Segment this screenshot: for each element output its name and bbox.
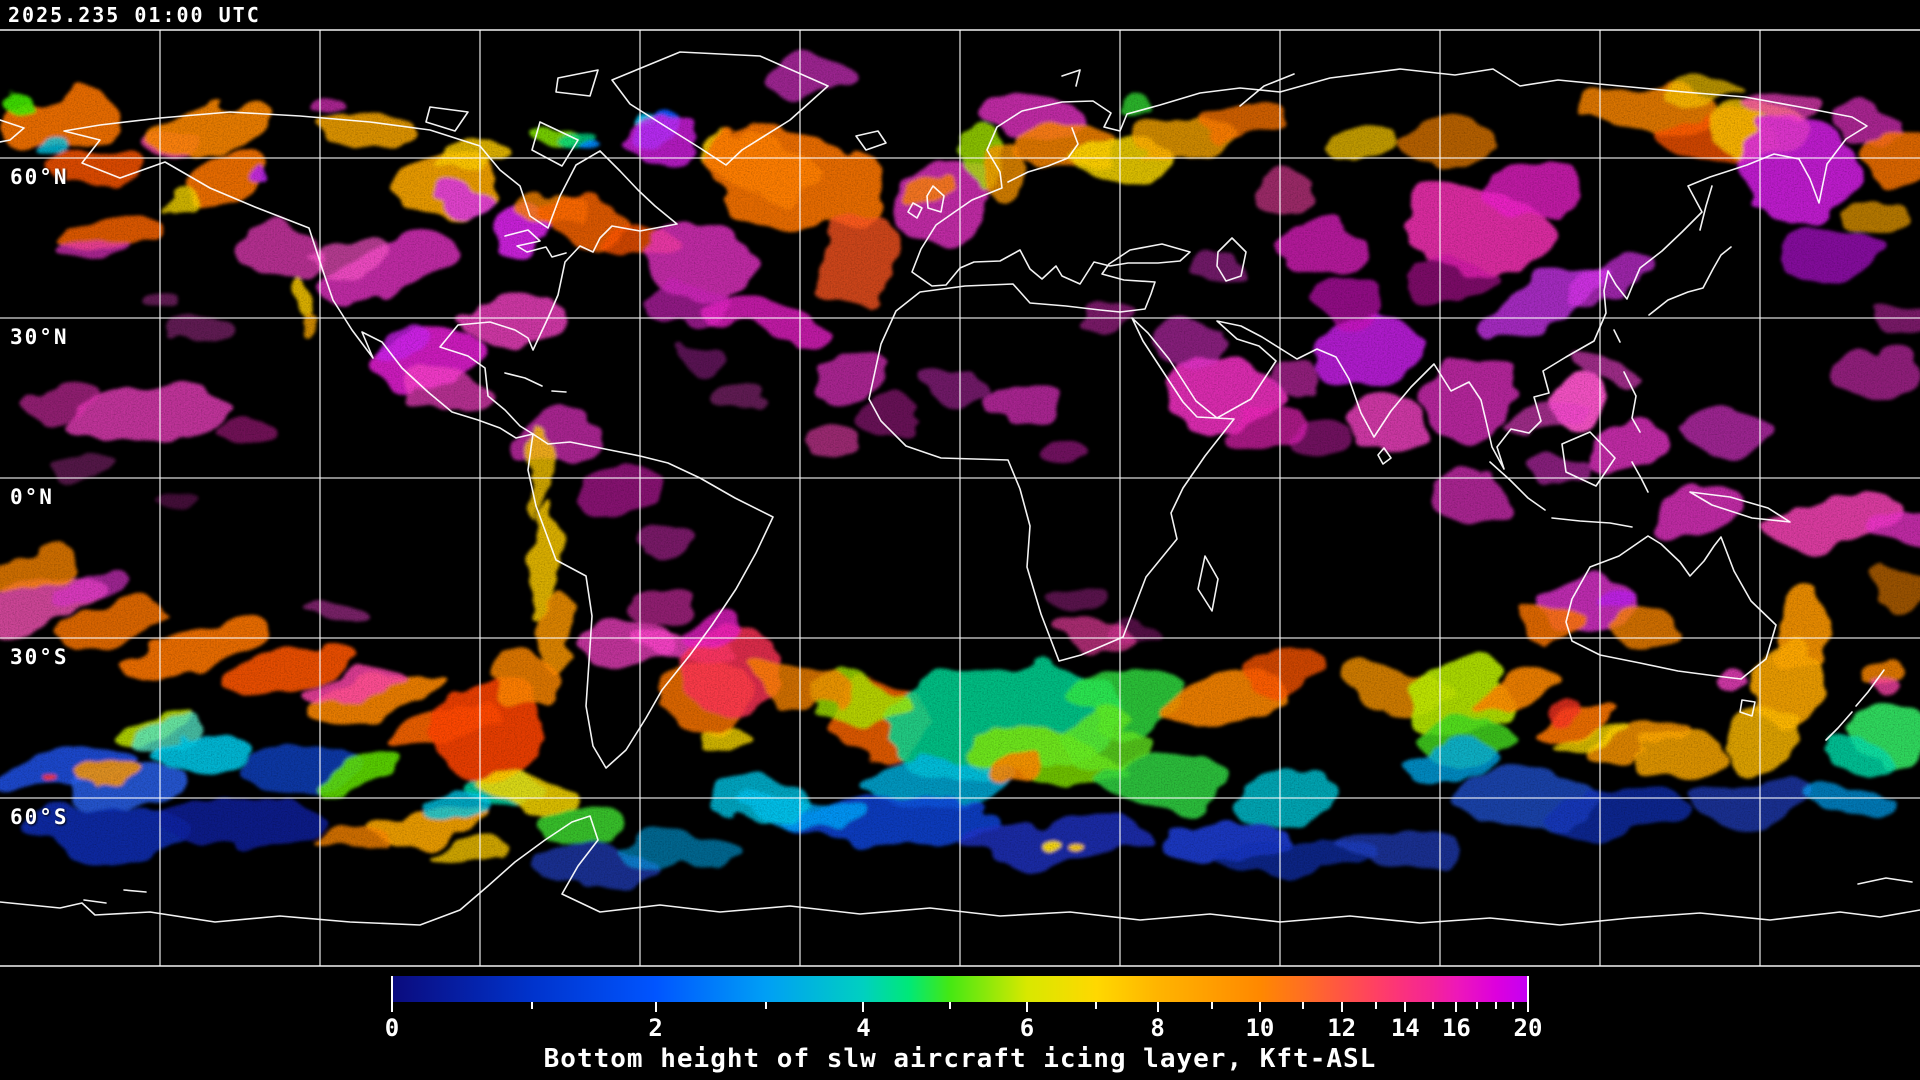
coastline-north-america xyxy=(63,111,678,439)
colorbar-tick-label: 6 xyxy=(1019,1014,1035,1042)
coastline-new-zealand-north xyxy=(1855,669,1885,707)
coastline-hispaniola xyxy=(551,390,567,393)
coastline-antarctic-islands-b xyxy=(123,889,147,893)
coastline-layer xyxy=(0,51,1920,926)
coastline-sumatra xyxy=(1489,461,1546,511)
latitude-label: 0°N xyxy=(10,485,54,509)
coastline-sakhalin xyxy=(1699,185,1713,231)
colorbar-caption: Bottom height of slw aircraft icing laye… xyxy=(543,1044,1377,1074)
colorbar-tick-label: 16 xyxy=(1441,1014,1471,1042)
colorbar-tick-label: 8 xyxy=(1150,1014,1165,1042)
timestamp-label: 2025.235 01:00 UTC xyxy=(8,3,261,27)
colorbar-tick xyxy=(1404,1002,1407,1012)
coastline-sri-lanka xyxy=(1377,447,1392,465)
colorbar-tick xyxy=(1156,1002,1159,1012)
colorbar-tick xyxy=(1512,1002,1515,1009)
colorbar-tick xyxy=(1258,1002,1261,1012)
coastline-borneo xyxy=(1561,431,1616,487)
coastline-south-america xyxy=(527,433,774,769)
coastline-iceland xyxy=(855,130,887,151)
colorbar-tick xyxy=(530,1002,533,1009)
colorbar-tick-label: 10 xyxy=(1245,1014,1275,1042)
coastline-britain xyxy=(926,185,945,213)
coastline-australia xyxy=(1565,535,1777,680)
coastline-cuba xyxy=(504,372,543,387)
graticule-layer xyxy=(0,29,1920,967)
coastline-tasmania xyxy=(1739,699,1756,717)
coastline-baffin-island xyxy=(531,121,579,167)
colorbar-tick xyxy=(1527,976,1529,1012)
colorbar-tick xyxy=(1495,1002,1498,1009)
colorbar-tick-label: 4 xyxy=(856,1014,871,1042)
colorbar-tick xyxy=(1211,1002,1214,1009)
coastline-antarctic-islands-a xyxy=(83,899,107,904)
coastline-sulawesi xyxy=(1631,461,1649,493)
colorbar-tick xyxy=(1302,1002,1305,1009)
coastline-caspian-sea xyxy=(1216,237,1247,282)
colorbar-tick xyxy=(1026,1002,1029,1012)
coastline-great-lakes xyxy=(504,229,567,258)
coastline-madagascar xyxy=(1197,555,1219,612)
latitude-label: 60°N xyxy=(10,165,69,189)
coastline-scotia-arc xyxy=(1857,877,1913,885)
colorbar-tick xyxy=(1374,1002,1377,1009)
coastline-eurasia-africa xyxy=(868,68,1868,662)
coastline-novaya-zemlya xyxy=(1239,73,1295,107)
coastline-svalbard xyxy=(1061,69,1081,87)
coastline-ellesmere-island xyxy=(555,69,599,97)
coastline-new-guinea xyxy=(1689,491,1791,523)
colorbar-tick xyxy=(1095,1002,1098,1009)
colorbar-tick xyxy=(1455,1002,1458,1012)
colorbar-tick xyxy=(862,1002,865,1012)
coastline-new-zealand-south xyxy=(1825,711,1853,741)
colorbar-tick-label: 2 xyxy=(648,1014,663,1042)
latitude-label: 60°S xyxy=(10,805,69,829)
coastline-victoria-island xyxy=(425,106,469,132)
colorbar-tick xyxy=(391,976,393,1012)
colorbar-tick xyxy=(1475,1002,1478,1009)
colorbar-tick xyxy=(1340,1002,1343,1012)
coastline-ireland xyxy=(907,202,923,219)
colorbar-gradient xyxy=(392,976,1528,1002)
coastline-japan xyxy=(1648,246,1732,316)
coastline-java xyxy=(1551,517,1633,528)
latitude-label: 30°N xyxy=(10,325,69,349)
coastline-antarctica xyxy=(0,815,1920,926)
latitude-label: 30°S xyxy=(10,645,69,669)
coastline-philippines xyxy=(1623,371,1641,433)
coastline-greenland xyxy=(611,51,829,166)
colorbar-tick-label: 12 xyxy=(1327,1014,1357,1042)
colorbar-tick xyxy=(654,1002,657,1012)
coastline-baltic-sea xyxy=(1007,127,1079,183)
colorbar-tick xyxy=(1431,1002,1434,1009)
colorbar-tick xyxy=(764,1002,767,1009)
colorbar-tick-label: 20 xyxy=(1513,1014,1543,1042)
colorbar-tick-label: 0 xyxy=(384,1014,400,1042)
coastline-taiwan xyxy=(1613,329,1621,343)
colorbar-tick-label: 14 xyxy=(1390,1014,1420,1042)
coastline-chukotka-wrap xyxy=(0,119,25,143)
colorbar-tick xyxy=(948,1002,951,1009)
